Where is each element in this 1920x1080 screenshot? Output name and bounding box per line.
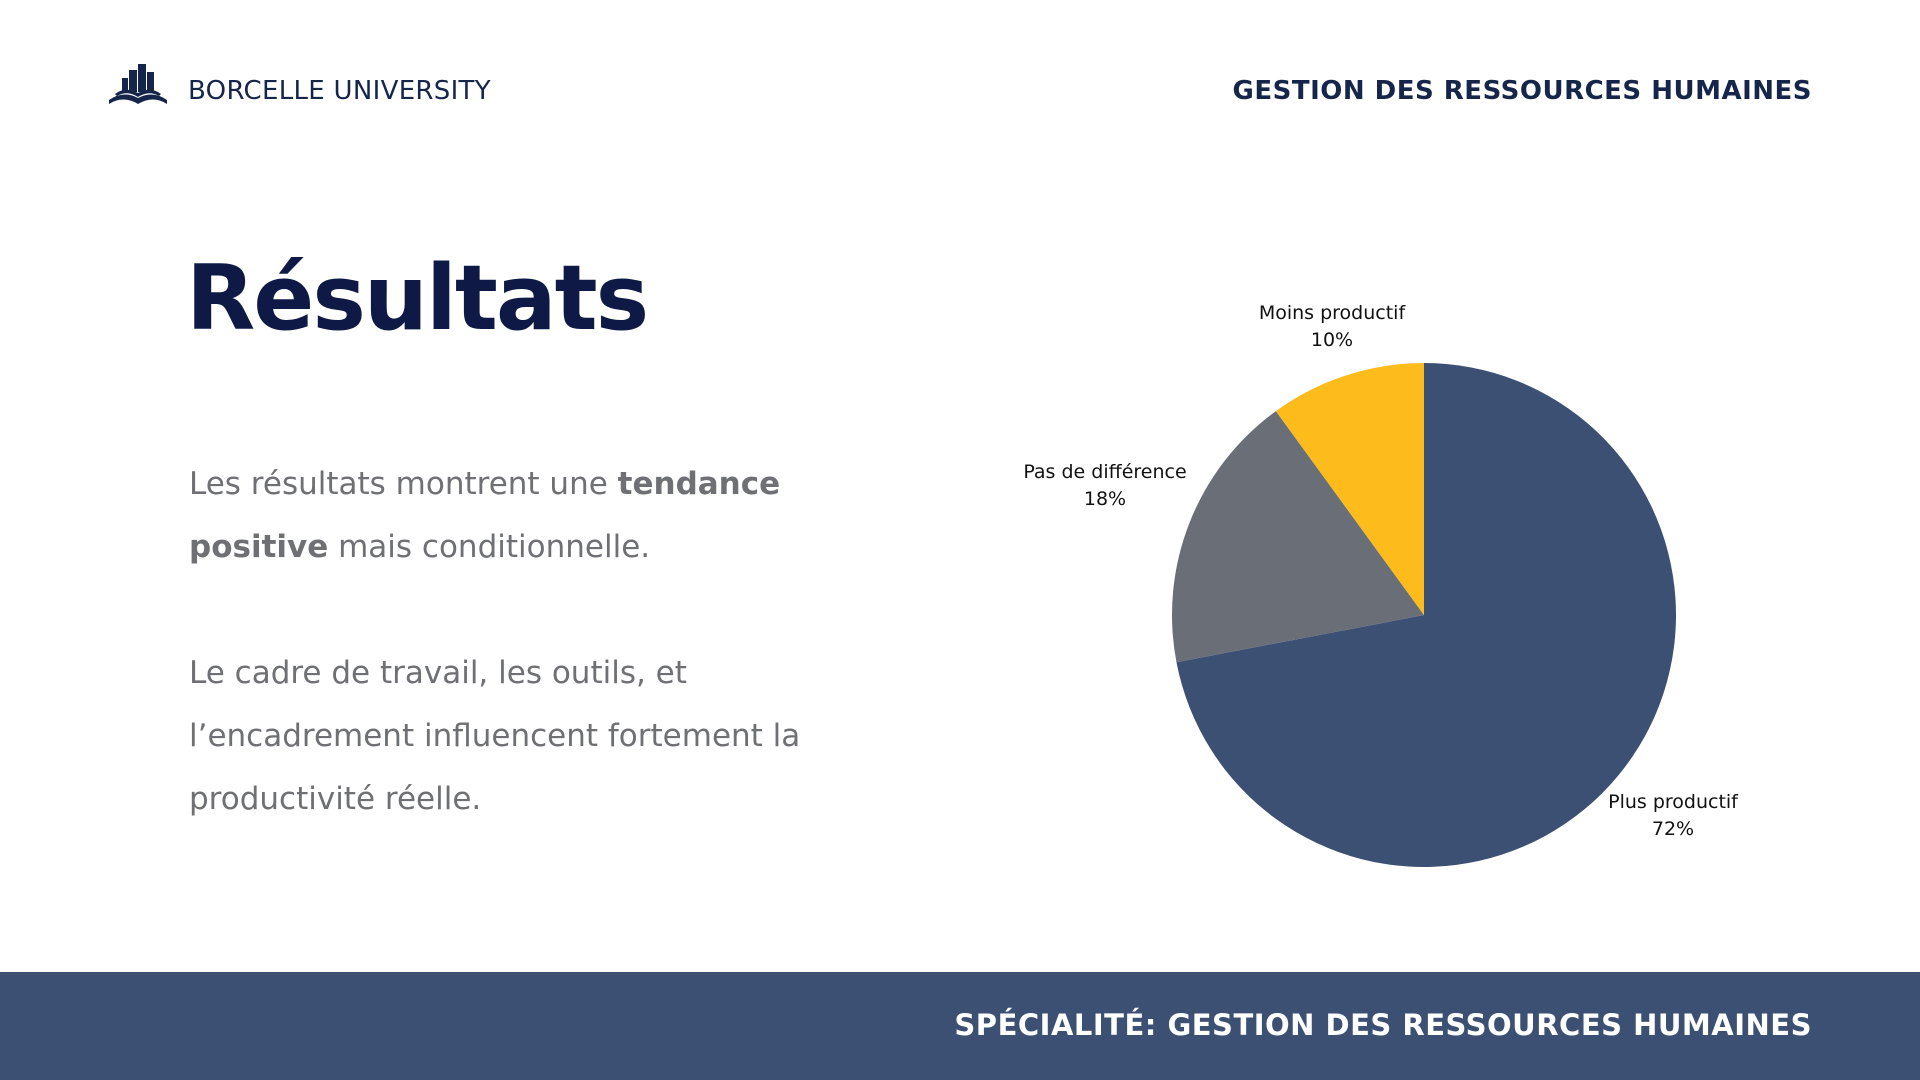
footer-bar: SPÉCIALITÉ: GESTION DES RESSOURCES HUMAI… <box>0 972 1920 1080</box>
para1-bold: tendance positive <box>189 466 781 565</box>
pie-slice-moins-productif <box>1275 363 1424 615</box>
pie-label-category: Pas de différence <box>1023 461 1186 483</box>
brand-name: BORCELLE UNIVERSITY <box>188 76 491 106</box>
result-paragraph-1: Les résultats montrent une tendance posi… <box>189 453 909 579</box>
pie-label-value: 72% <box>1652 818 1694 840</box>
para1-suffix: mais conditionnelle. <box>328 529 651 565</box>
pie-label-category: Moins productif <box>1259 302 1407 324</box>
page-title: Résultats <box>186 246 649 351</box>
pie-label-category: Plus productif <box>1608 791 1739 813</box>
pie-label-value: 18% <box>1084 488 1126 510</box>
para1-prefix: Les résultats montrent une <box>189 466 618 502</box>
pie-slice-plus-productif <box>1176 363 1677 868</box>
footer-specialty: SPÉCIALITÉ: GESTION DES RESSOURCES HUMAI… <box>954 1008 1812 1042</box>
pie-slice-pas-de-diff-rence <box>1172 411 1424 663</box>
result-paragraph-2: Le cadre de travail, les outils, et l’en… <box>189 655 801 817</box>
university-logo-icon <box>109 64 167 104</box>
header-course-title: GESTION DES RESSOURCES HUMAINES <box>1232 76 1812 106</box>
pie-label-value: 10% <box>1311 329 1353 351</box>
